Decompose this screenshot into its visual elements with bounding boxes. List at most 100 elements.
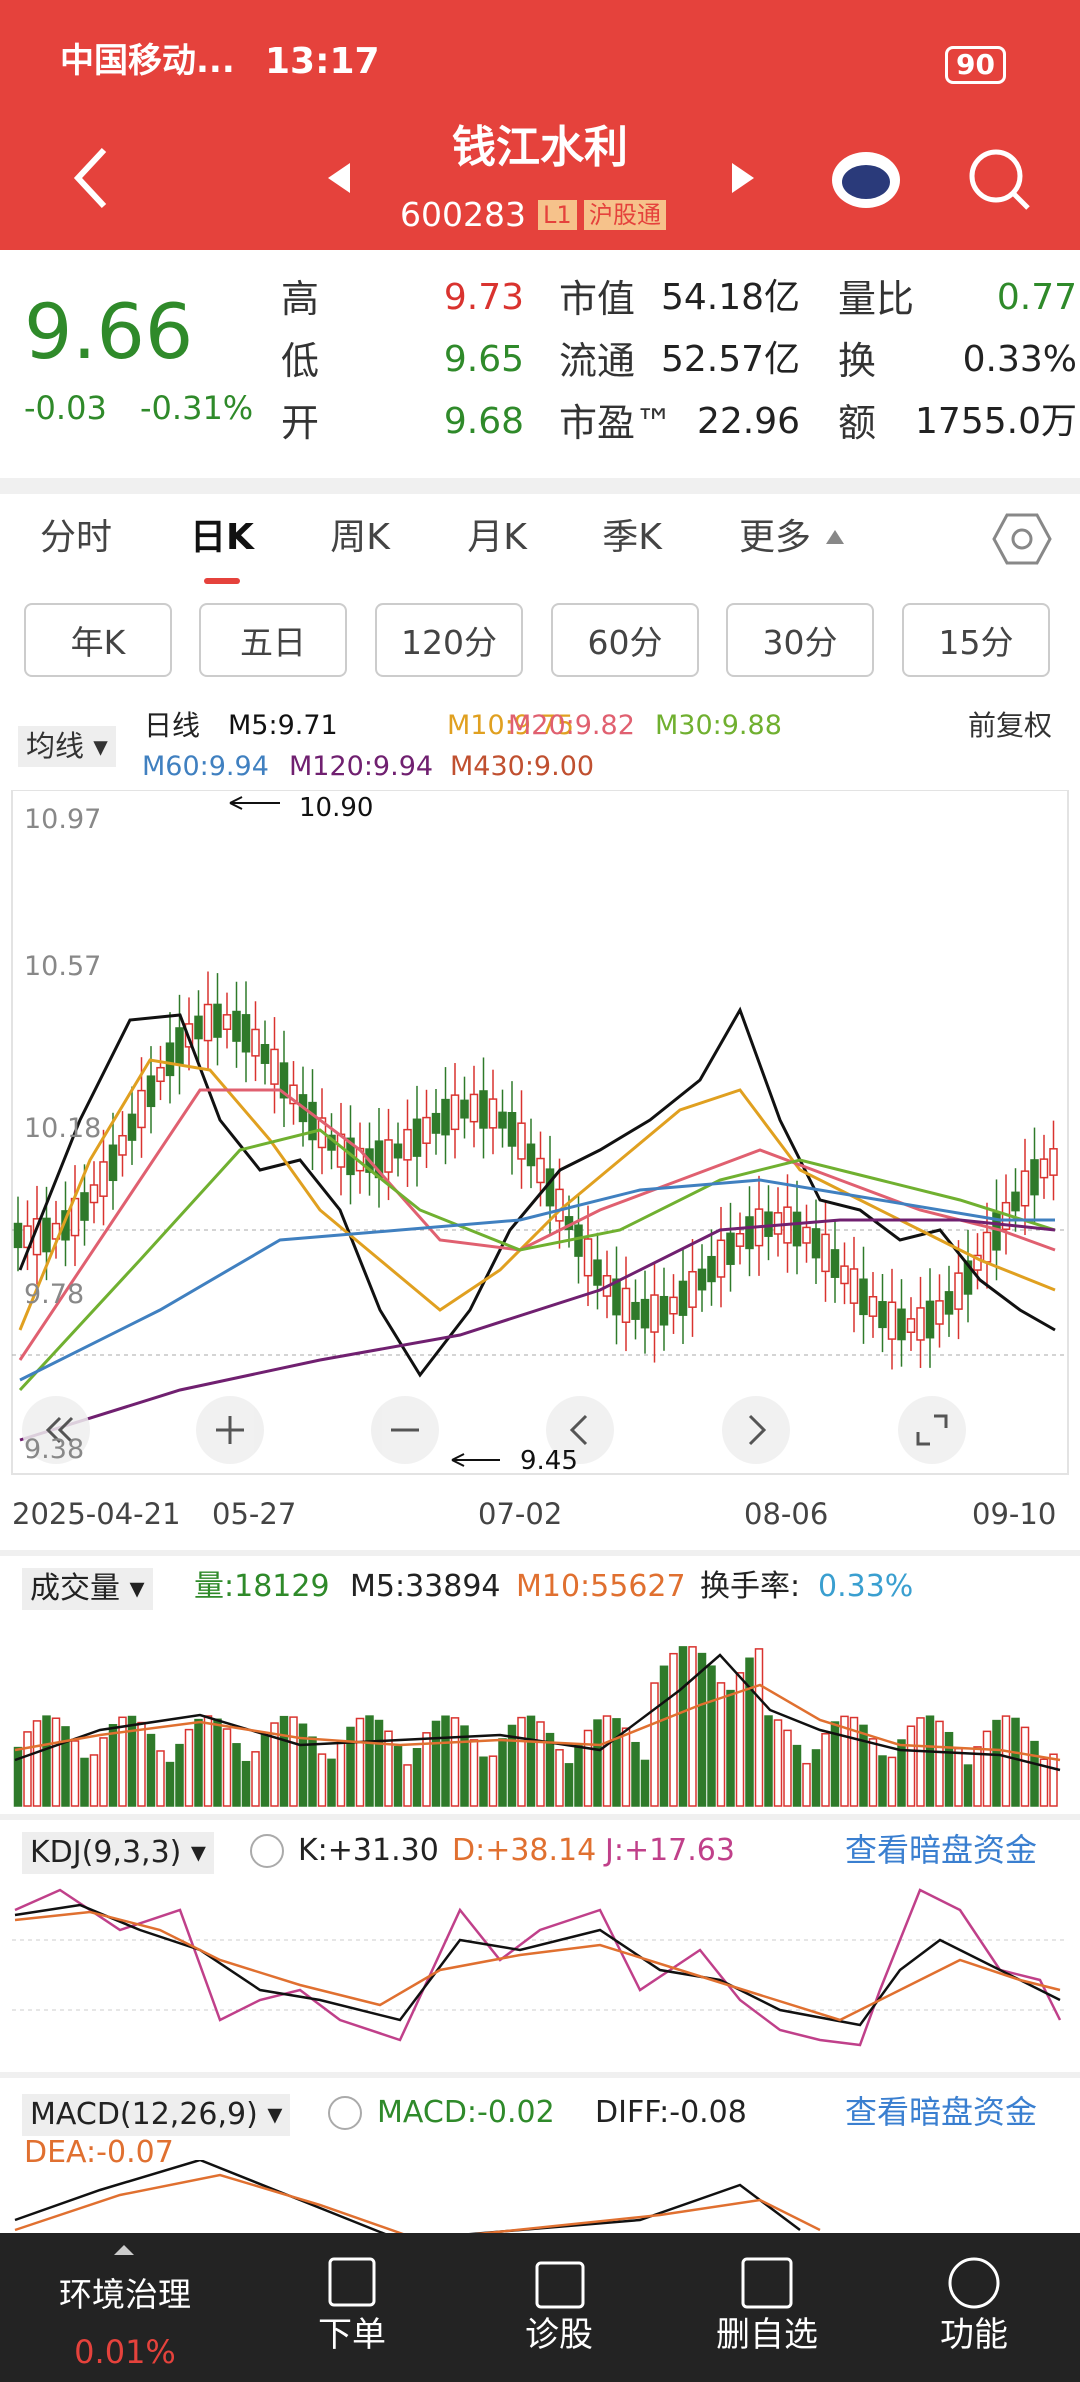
- tab[interactable]: 季K: [602, 517, 662, 558]
- candle-body: [954, 1272, 963, 1310]
- volume-bar: [1011, 1717, 1020, 1807]
- candle-body: [42, 1217, 51, 1253]
- nav-controls[interactable]: [22, 1396, 966, 1464]
- period-button[interactable]: 30分: [726, 603, 874, 677]
- period-button[interactable]: 五日: [199, 603, 347, 677]
- separator: [0, 2072, 1080, 2078]
- period-button[interactable]: 120分: [375, 603, 523, 677]
- volume-selector[interactable]: 成交量 ▾: [22, 1568, 153, 1610]
- tab[interactable]: 更多: [738, 517, 812, 558]
- volume-bar: [146, 1733, 156, 1807]
- candle-body: [574, 1224, 583, 1257]
- period-button[interactable]: 60分: [551, 603, 699, 677]
- volume-bar: [593, 1719, 602, 1807]
- candle-body: [526, 1143, 536, 1167]
- candle-body: [165, 1042, 175, 1077]
- tab[interactable]: 日K: [190, 517, 254, 558]
- period-button[interactable]: 年K: [24, 603, 172, 677]
- volume-bar: [89, 1754, 99, 1807]
- quote-label: 流通: [559, 339, 636, 383]
- prev-icon[interactable]: [328, 163, 350, 193]
- period-button[interactable]: 15分: [902, 603, 1050, 677]
- volume-bar: [612, 1718, 621, 1807]
- candle-body: [764, 1211, 773, 1237]
- candle-body: [878, 1301, 887, 1329]
- candle-body: [137, 1089, 146, 1129]
- quote-value: 54.18亿: [660, 277, 800, 318]
- tab[interactable]: 月K: [467, 517, 527, 558]
- ma-selector[interactable]: 均线 ▾: [18, 726, 116, 767]
- macd-chart: [14, 2160, 821, 2240]
- macd-selector[interactable]: MACD(12,26,9) ▾: [22, 2094, 291, 2136]
- macd-link[interactable]: 查看暗盘资金: [845, 2093, 1038, 2131]
- ma-item: M10:9.75: [447, 710, 574, 741]
- price-label: 10.18: [24, 1113, 102, 1144]
- badge-hk: 沪股通: [584, 200, 666, 230]
- volume-bar: [631, 1741, 640, 1807]
- candle-body: [450, 1094, 460, 1131]
- volume-bar: [13, 1746, 23, 1807]
- volume-bar: [688, 1646, 697, 1807]
- adjust[interactable]: 前复权: [968, 709, 1053, 742]
- tab-indicator: [204, 578, 240, 584]
- kdj-k: [14, 1903, 1061, 2027]
- volume-bar: [298, 1723, 308, 1807]
- candle-body: [507, 1112, 517, 1147]
- candle-body: [583, 1238, 593, 1277]
- volume-bar: [602, 1715, 612, 1807]
- volume-bar: [118, 1716, 127, 1807]
- volume-bar: [716, 1682, 726, 1807]
- kdj-selector-label: KDJ(9,3,3): [30, 1835, 182, 1870]
- ma120-line: [19, 1218, 1056, 1442]
- kdj-selector[interactable]: KDJ(9,3,3) ▾: [22, 1832, 214, 1874]
- stock-code: 600283: [400, 195, 526, 234]
- settings-icon[interactable]: [992, 509, 1052, 569]
- candle-body: [545, 1168, 555, 1207]
- kdj-j: [14, 1888, 1062, 2047]
- nav-item[interactable]: 诊股: [525, 2315, 593, 2355]
- back-icon[interactable]: [73, 147, 107, 209]
- volume-bar: [241, 1760, 251, 1807]
- volume-bar: [659, 1665, 669, 1807]
- volume-bar: [346, 1726, 355, 1807]
- volume-bar: [51, 1717, 61, 1807]
- help-icon: [328, 2096, 362, 2130]
- search-icon[interactable]: [969, 149, 1023, 203]
- volume-bar: [32, 1720, 42, 1807]
- candle-body: [289, 1084, 298, 1105]
- candle-body: [517, 1122, 526, 1160]
- candle-body: [403, 1128, 412, 1161]
- date-label: 09-10: [972, 1497, 1057, 1531]
- nav-item[interactable]: 下单: [318, 2315, 386, 2355]
- next-icon[interactable]: [732, 163, 754, 193]
- nav-item[interactable]: 功能: [940, 2315, 1008, 2355]
- volume-bar: [621, 1727, 631, 1807]
- quote-label: 额: [838, 401, 877, 445]
- kdj-link[interactable]: 查看暗盘资金: [845, 1831, 1038, 1869]
- volume-bar: [935, 1720, 944, 1807]
- candle-body: [384, 1139, 393, 1173]
- volume-bar: [412, 1748, 422, 1807]
- tab[interactable]: 周K: [330, 517, 390, 558]
- ma5-line: [18, 1006, 1056, 1378]
- high-arrow: [229, 796, 280, 810]
- candle-body: [412, 1118, 422, 1157]
- volume-bar: [849, 1716, 859, 1807]
- sector[interactable]: 环境治理: [59, 2275, 191, 2314]
- volume-selector-label: 成交量: [30, 1571, 120, 1606]
- nav-item[interactable]: 删自选: [716, 2315, 818, 2355]
- help-icon: [250, 1834, 284, 1868]
- candle-body: [735, 1232, 745, 1247]
- candle-body: [1039, 1158, 1049, 1179]
- low-arrow: [451, 1453, 500, 1467]
- more-arrow: [826, 530, 844, 544]
- time: 13:17: [265, 41, 380, 82]
- badge-l1: L1: [538, 200, 577, 230]
- tab[interactable]: 分时: [39, 517, 113, 558]
- candle-body: [241, 1014, 251, 1053]
- sector-change: 0.01%: [74, 2333, 176, 2371]
- candle-body: [441, 1098, 450, 1136]
- price-label: 9.38: [24, 1434, 85, 1465]
- volume-bar: [232, 1743, 241, 1807]
- kdj-d: [14, 1910, 1061, 2022]
